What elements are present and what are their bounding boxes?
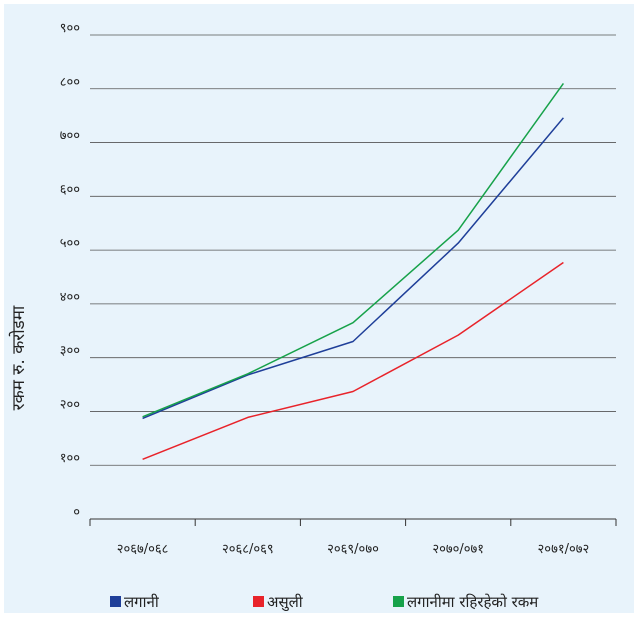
legend-swatch [393, 596, 404, 607]
chart-background [4, 4, 634, 613]
legend-swatch [253, 596, 264, 607]
gridlines [90, 34, 616, 466]
y-tick-label: ४०० [60, 290, 80, 305]
x-axis: २०६७/०६८ २०६८/०६९ २०६९/०७० २०७०/०७१ २०७१/०७२ [89, 518, 617, 557]
legend: लगानी असुली लगानीमा रहिरहेको रकम [110, 593, 539, 612]
y-tick-label: ५०० [60, 236, 80, 251]
series-lines [142, 82, 565, 460]
series-line-3 [142, 82, 565, 418]
x-tick-label: २०७१/०७२ [538, 542, 590, 557]
legend-item: लगानीमा रहिरहेको रकम [393, 593, 539, 611]
y-tick-label: ३०० [60, 344, 80, 359]
y-tick-label: ६०० [60, 182, 80, 197]
series-line-2 [142, 261, 564, 460]
y-tick-label: ९०० [60, 21, 80, 36]
x-tick-label: २०६८/०६९ [222, 542, 274, 557]
y-tick-label: २०० [60, 397, 80, 412]
legend-swatch [110, 596, 121, 607]
y-axis-title: रकम रु. करोडमा [8, 305, 29, 410]
x-tick-label: २०६७/०६८ [117, 542, 169, 557]
legend-label: लगानी [124, 593, 160, 611]
y-axis-ticks: ० १०० २०० ३०० ४०० ५०० ६०० ७०० ८०० ९०० [60, 21, 80, 520]
x-tick-label: २०७०/०७१ [432, 542, 484, 557]
y-tick-label: ८०० [60, 75, 80, 90]
legend-label: असुली [267, 593, 304, 612]
legend-item: असुली [253, 593, 304, 612]
series-line-1 [142, 117, 564, 420]
y-tick-label: ० [73, 505, 80, 520]
legend-item: लगानी [110, 593, 160, 611]
y-tick-label: १०० [60, 451, 80, 466]
legend-label: लगानीमा रहिरहेको रकम [407, 593, 539, 611]
x-tick-label: २०६९/०७० [327, 542, 379, 557]
y-tick-label: ७०० [60, 129, 80, 144]
